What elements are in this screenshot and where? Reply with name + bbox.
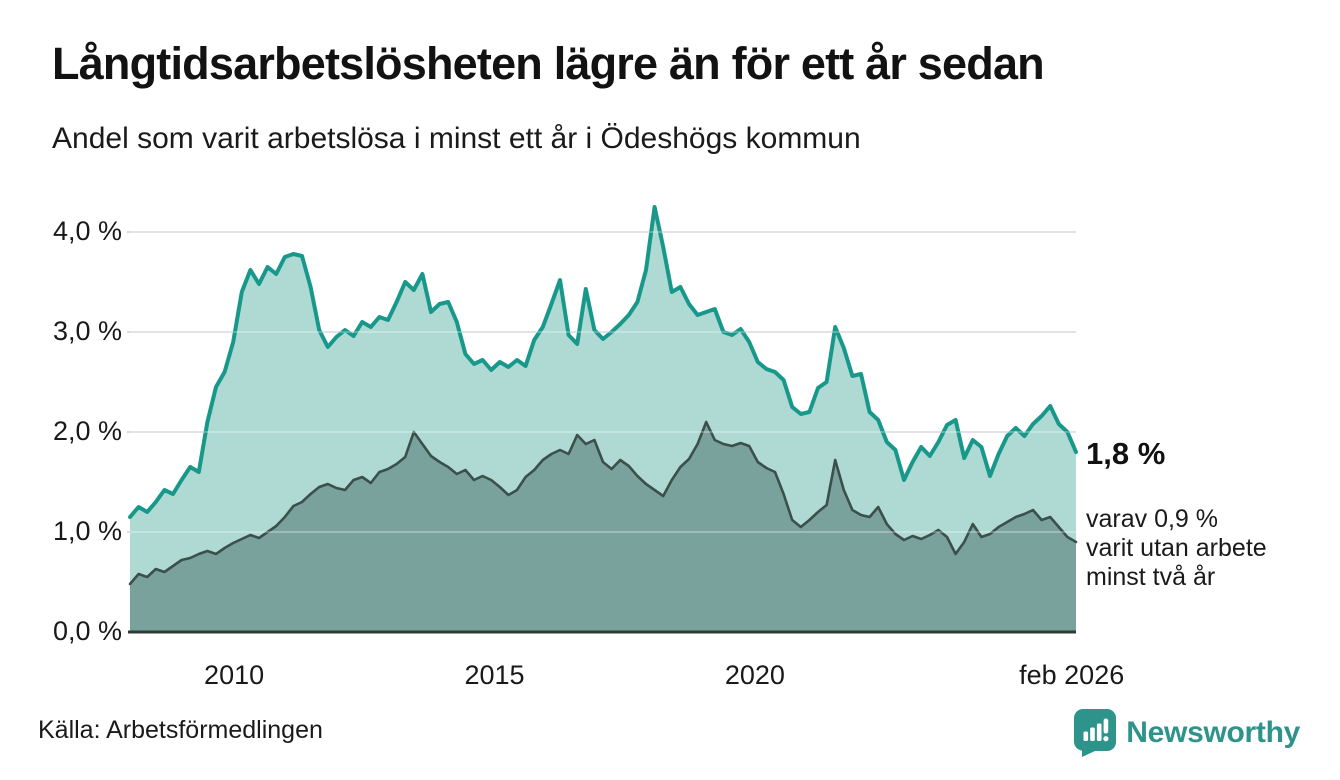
newsworthy-wordmark: Newsworthy (1126, 716, 1300, 749)
y-tick-label: 4,0 % (52, 216, 122, 246)
y-tick-label: 3,0 % (52, 316, 122, 346)
newsworthy-logo: Newsworthy (1073, 708, 1300, 758)
series1-end-value-label: 1,8 % (1086, 436, 1166, 471)
x-tick-label: 2010 (204, 660, 265, 690)
source-credit: Källa: Arbetsförmedlingen (38, 716, 323, 744)
x-tick-label: 2020 (724, 660, 785, 690)
y-tick-label: 0,0 % (52, 616, 122, 646)
newsworthy-logo-icon (1074, 709, 1117, 757)
annotation-line: minst två år (1086, 563, 1216, 591)
annotation-line: varit utan arbete (1086, 534, 1267, 562)
page-subtitle: Andel som varit arbetslösa i minst ett å… (52, 122, 861, 155)
x-tick-label: feb 2026 (1019, 660, 1125, 690)
page-title: Långtidsarbetslösheten lägre än för ett … (52, 38, 1045, 89)
annotation-line: varav 0,9 % (1086, 505, 1219, 533)
y-tick-label: 1,0 % (52, 516, 122, 546)
series2-end-annotation: varav 0,9 % varit utan arbete minst två … (1086, 505, 1267, 592)
y-tick-label: 2,0 % (52, 416, 122, 446)
x-tick-label: 2015 (464, 660, 525, 690)
